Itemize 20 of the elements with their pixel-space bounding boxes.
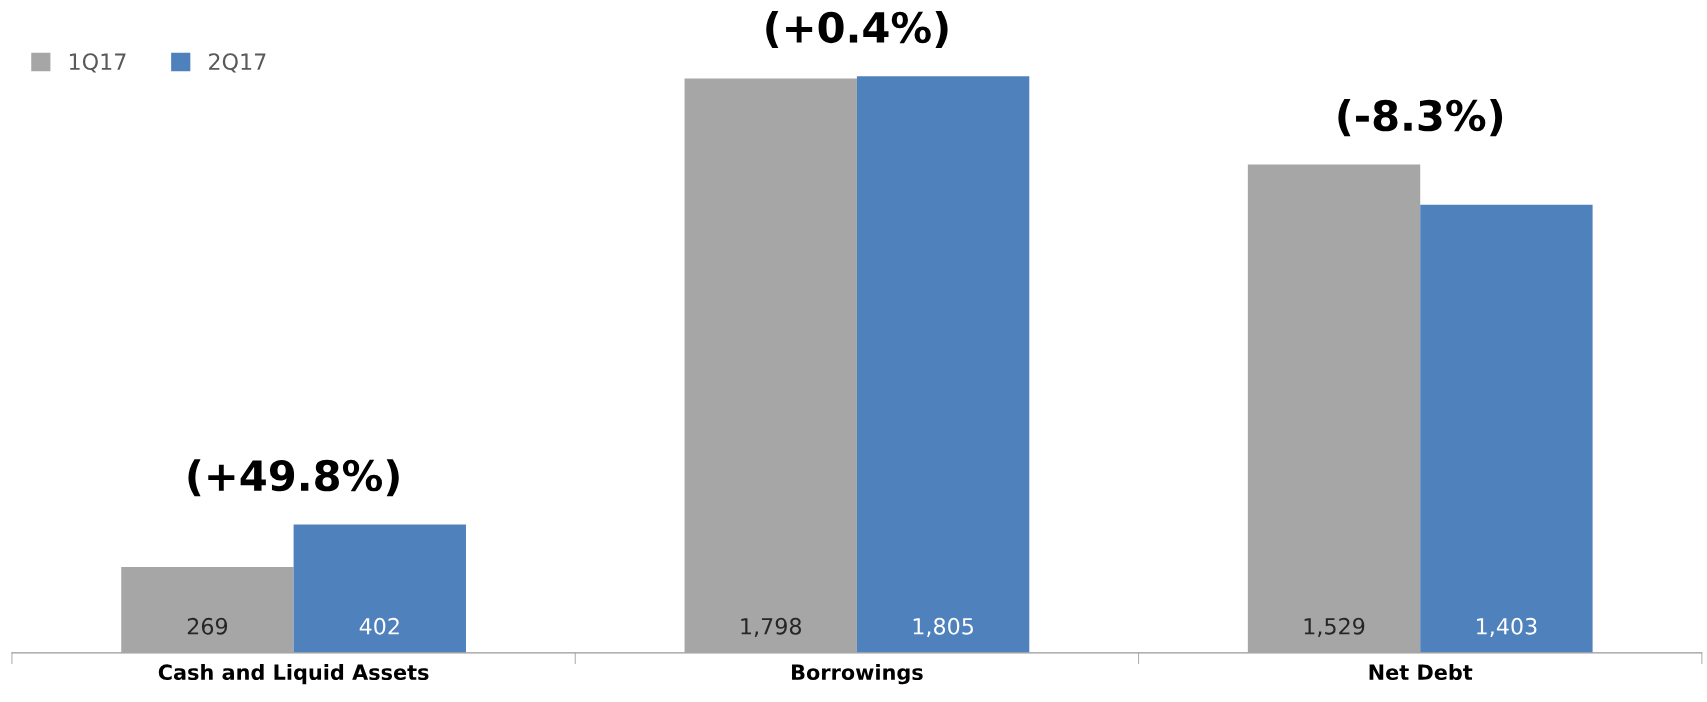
annotation: (+49.8%): [188, 459, 399, 497]
data-label: 1,529: [1304, 617, 1365, 637]
legend-label: 2Q17: [209, 53, 266, 73]
bar: [1247, 164, 1421, 653]
bar: [293, 524, 466, 653]
bar: [856, 76, 1030, 653]
data-label: 1,798: [741, 617, 802, 637]
annotation: (-8.3%): [1338, 99, 1503, 137]
bar: [684, 78, 857, 653]
annotation: (+0.4%): [766, 10, 948, 49]
x-tick-label: Borrowings: [792, 663, 923, 685]
bar: [121, 566, 294, 653]
data-label: 402: [359, 617, 399, 635]
x-tick-label: Net Debt: [1369, 663, 1473, 681]
data-label: 269: [187, 617, 228, 635]
data-label: 1,403: [1477, 617, 1537, 637]
legend-label: 1Q17: [69, 53, 126, 73]
x-tick-label: Cash and Liquid Assets: [158, 663, 429, 685]
bar: [1420, 204, 1593, 653]
data-label: 1,805: [913, 617, 973, 637]
